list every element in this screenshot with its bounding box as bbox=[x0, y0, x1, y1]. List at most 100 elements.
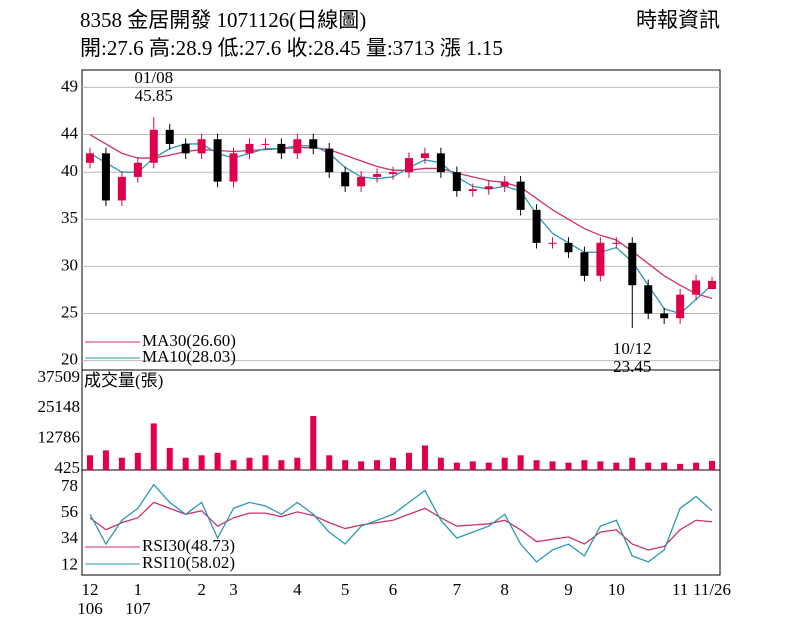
volume-bar bbox=[358, 461, 365, 470]
volume-bar bbox=[581, 460, 588, 470]
y-tick-label: 40 bbox=[61, 161, 78, 180]
y-tick-label: 49 bbox=[61, 76, 78, 95]
candle-body bbox=[468, 189, 477, 192]
candle-body bbox=[420, 153, 429, 159]
y-tick-label: 78 bbox=[61, 476, 78, 495]
volume-bar bbox=[310, 416, 317, 470]
x-tick-label: 12 bbox=[81, 580, 98, 599]
candle-body bbox=[101, 153, 110, 201]
y-tick-label: 30 bbox=[61, 255, 78, 274]
x-sublabel: 106 bbox=[77, 599, 103, 618]
legend-label: MA30(26.60) bbox=[142, 331, 236, 350]
annotation-value: 23.45 bbox=[613, 357, 651, 376]
candle-body bbox=[261, 143, 270, 145]
line bbox=[89, 133, 713, 300]
candle-body bbox=[341, 172, 350, 187]
volume-bar bbox=[374, 460, 381, 470]
candle-body bbox=[85, 153, 94, 163]
volume-bar bbox=[262, 455, 269, 470]
candle-body bbox=[404, 158, 413, 173]
candle-body bbox=[580, 252, 589, 276]
annotation-date: 10/12 bbox=[613, 339, 652, 358]
y-tick-label: 44 bbox=[61, 123, 79, 142]
volume-bar bbox=[214, 452, 221, 470]
volume-bar bbox=[342, 460, 349, 470]
volume-bar bbox=[390, 457, 397, 470]
volume-bar bbox=[645, 462, 652, 470]
volume-bar bbox=[405, 452, 412, 470]
candle-body bbox=[596, 242, 605, 276]
volume-bar bbox=[517, 455, 524, 470]
candle-body bbox=[213, 139, 222, 182]
candle-body bbox=[548, 242, 557, 244]
volume-bar bbox=[501, 457, 508, 470]
volume-bar bbox=[118, 457, 125, 470]
candle-body bbox=[628, 242, 637, 286]
candle-body bbox=[245, 143, 254, 154]
candle-body bbox=[149, 129, 158, 163]
source: 時報資訊 bbox=[636, 8, 720, 32]
candle-body bbox=[500, 181, 509, 187]
volume-bar bbox=[629, 457, 636, 470]
x-tick-label: 2 bbox=[197, 580, 206, 599]
y-tick-label: 56 bbox=[61, 502, 78, 521]
x-tick-label: 11 bbox=[672, 580, 688, 599]
y-tick-label: 20 bbox=[61, 349, 78, 368]
y-tick-label: 12 bbox=[61, 554, 78, 573]
candle-body bbox=[357, 176, 366, 187]
volume-bar bbox=[485, 462, 492, 470]
line bbox=[89, 501, 713, 551]
candle-body bbox=[117, 176, 126, 201]
volume-bar bbox=[294, 457, 301, 470]
x-tick-label: 4 bbox=[293, 580, 302, 599]
volume-bar bbox=[549, 461, 556, 470]
volume-bar bbox=[565, 462, 572, 470]
candle-body bbox=[612, 242, 621, 244]
candle-body bbox=[452, 172, 461, 192]
x-tick-label: 7 bbox=[453, 580, 462, 599]
candle-body bbox=[277, 143, 286, 154]
volume-bar bbox=[677, 463, 684, 470]
legend-label: MA10(28.03) bbox=[142, 347, 236, 366]
y-tick-label: 12786 bbox=[38, 428, 81, 447]
candle-body bbox=[660, 313, 669, 319]
volume-bar bbox=[421, 445, 428, 470]
volume-bar bbox=[86, 455, 93, 470]
candle-body bbox=[516, 181, 525, 210]
candle-body bbox=[708, 280, 717, 289]
candle-body bbox=[436, 153, 445, 173]
volume-bar bbox=[134, 452, 141, 470]
candle-body bbox=[676, 294, 685, 319]
volume-bar bbox=[709, 460, 716, 470]
frame bbox=[81, 69, 721, 576]
x-tick-label: 1 bbox=[134, 580, 143, 599]
x-tick-label: 3 bbox=[229, 580, 238, 599]
candle-body bbox=[373, 174, 382, 177]
volume-bar bbox=[198, 455, 205, 470]
volume-bar bbox=[693, 462, 700, 470]
volume-bar bbox=[166, 447, 173, 470]
x-sublabel: 107 bbox=[125, 599, 151, 618]
legend-label: RSI10(58.02) bbox=[142, 553, 235, 572]
volume-bar bbox=[182, 457, 189, 470]
candle-body bbox=[293, 139, 302, 154]
volume-bar bbox=[150, 423, 157, 470]
title: 8358 金居開發 1071126(日線圖) bbox=[80, 8, 366, 32]
legend-label: RSI30(48.73) bbox=[142, 536, 235, 555]
volume-bar bbox=[453, 462, 460, 470]
volume-bar bbox=[613, 462, 620, 470]
candle-body bbox=[229, 153, 238, 182]
volume-bar bbox=[469, 461, 476, 470]
panel-label: 成交量(張) bbox=[84, 371, 163, 390]
candle-body bbox=[309, 139, 318, 149]
candle-body bbox=[564, 242, 573, 253]
candle-body bbox=[532, 209, 541, 243]
candle-body bbox=[133, 162, 142, 177]
y-tick-label: 425 bbox=[55, 458, 81, 477]
volume-bar bbox=[437, 457, 444, 470]
x-tick-label: 11/26 bbox=[693, 580, 731, 599]
line bbox=[89, 483, 713, 563]
x-tick-label: 6 bbox=[389, 580, 398, 599]
